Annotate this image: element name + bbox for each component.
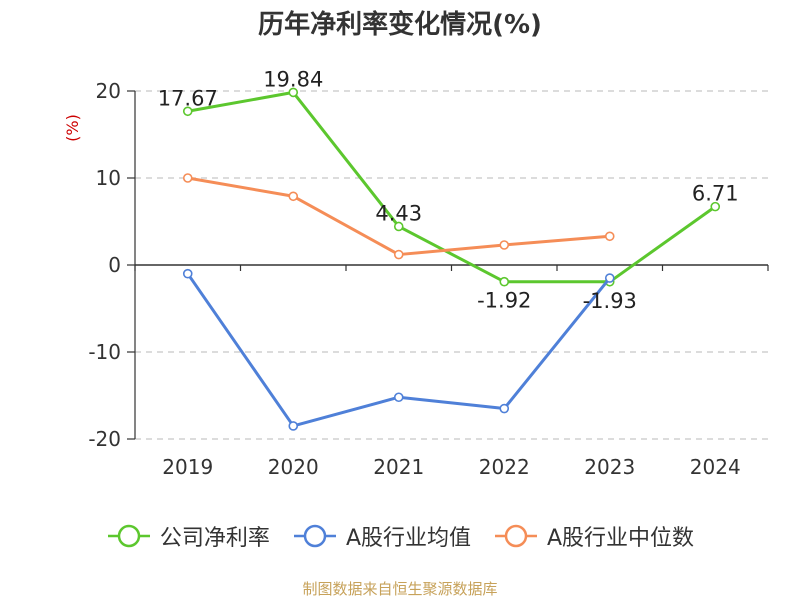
x-tick-label: 2023 <box>584 455 635 479</box>
legend-swatch <box>495 524 537 548</box>
data-point <box>604 273 615 283</box>
data-point <box>182 173 193 183</box>
chart-title: 历年净利率变化情况(%) <box>258 10 542 40</box>
data-label: 6.71 <box>692 182 739 206</box>
legend-swatch <box>293 524 336 548</box>
x-tick-label: 2020 <box>268 455 319 479</box>
legend-item[interactable]: A股行业均值 <box>292 520 471 552</box>
x-tick-label: 2019 <box>162 455 213 479</box>
y-tick-label: -20 <box>88 427 121 451</box>
data-label: -1.92 <box>477 289 531 313</box>
legend-label: 公司净利率 <box>159 526 270 551</box>
x-tick-label: 2022 <box>479 455 530 479</box>
y-tick-label: 10 <box>96 166 121 190</box>
series-line-1 <box>187 90 717 284</box>
y-tick-label: 0 <box>108 253 121 277</box>
data-point <box>182 268 193 279</box>
data-point <box>288 191 299 202</box>
data-point <box>499 276 510 287</box>
data-label: -1.93 <box>583 289 637 313</box>
data-point <box>393 392 404 403</box>
data-point <box>604 231 615 242</box>
y-axis-label: (%) <box>63 114 82 142</box>
legend: 公司净利率 A股行业均值 A股行业中位数 <box>0 520 800 552</box>
legend-swatch-marker <box>117 524 141 548</box>
y-tick-label: -10 <box>88 340 121 364</box>
data-label: 19.84 <box>263 67 323 91</box>
legend-swatch-marker <box>303 524 327 548</box>
series-layer <box>182 87 721 431</box>
data-point <box>393 221 404 232</box>
data-point <box>499 240 510 250</box>
legend-label: A股行业中位数 <box>547 526 695 551</box>
legend-swatch <box>107 524 150 548</box>
data-labels: 17.67 19.84 4.43 -1.92 -1.93 6.71 <box>158 67 739 312</box>
data-point <box>393 249 404 260</box>
x-tick-label: 2021 <box>373 455 424 479</box>
data-point <box>499 403 510 414</box>
data-label: 17.67 <box>158 86 218 110</box>
data-point <box>288 87 299 98</box>
axes: 20 10 0 -10 -20 2019 2020 2021 2022 2023 2024 <box>88 79 769 479</box>
data-point <box>182 106 193 117</box>
data-point <box>710 201 721 212</box>
legend-item[interactable]: A股行业中位数 <box>493 520 694 552</box>
source-note: 制图数据来自恒生聚源数据库 <box>302 580 498 598</box>
y-tick-label: 20 <box>96 79 121 103</box>
legend-label: A股行业均值 <box>345 526 471 551</box>
data-point <box>288 421 299 431</box>
legend-swatch-marker <box>504 524 528 548</box>
x-tick-label: 2024 <box>690 455 741 479</box>
legend-item[interactable]: 公司净利率 <box>106 520 270 552</box>
data-label: 4.43 <box>375 201 422 225</box>
series-line-2 <box>186 272 611 428</box>
